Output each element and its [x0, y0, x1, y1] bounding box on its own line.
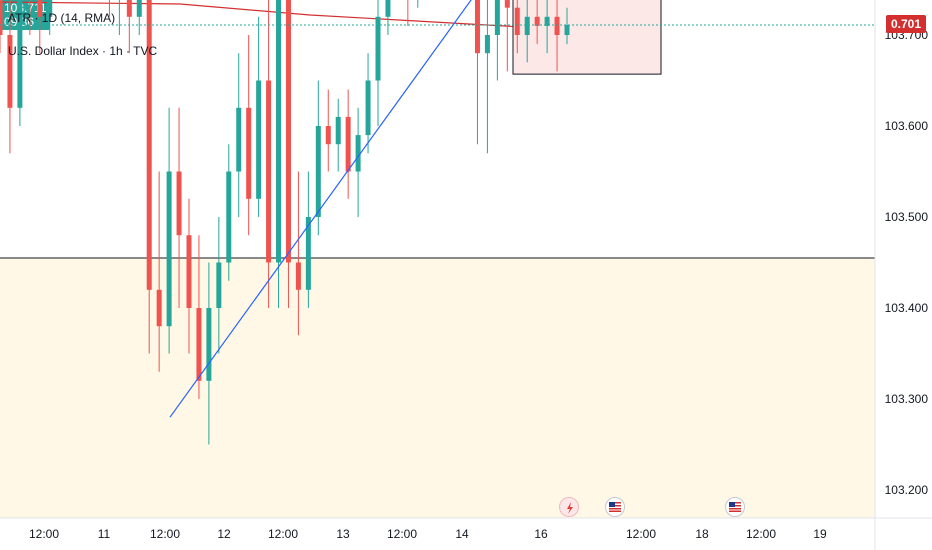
time-tick-label: 18 [695, 527, 709, 541]
time-tick-label: 16 [534, 527, 548, 541]
candle-body [196, 308, 202, 381]
candle-body [0, 0, 3, 36]
candle-body [305, 217, 311, 290]
candle-body [295, 262, 301, 290]
candle-body [276, 0, 282, 263]
candle-body [474, 0, 480, 54]
candle-body [37, 0, 43, 17]
candle-body [136, 0, 142, 17]
candle-body [564, 24, 570, 35]
candle-body [315, 126, 321, 217]
candle-body [176, 171, 182, 236]
time-tick-label: 13 [336, 527, 350, 541]
candle-body [494, 0, 500, 36]
candle-body [484, 35, 490, 54]
candle-body [355, 135, 361, 172]
candle-body [514, 7, 520, 35]
candle-body [246, 107, 252, 199]
price-tick-label: 103.500 [885, 210, 929, 224]
symbol-label[interactable]: U.S. Dollar Index · 1h · TVC [8, 44, 158, 58]
candle-body [186, 235, 192, 308]
candle-body [365, 80, 371, 136]
candle-body [285, 0, 291, 263]
candle-body [375, 16, 381, 81]
atr-indicator-label[interactable]: ATR · 1D (14, RMA) [8, 11, 116, 25]
candle-body [554, 16, 560, 35]
candle-body [17, 0, 23, 108]
time-tick-label: 12:00 [626, 527, 656, 541]
candle-body [256, 80, 262, 199]
atr-value-badge: 0.701 [885, 15, 926, 33]
candle-body [534, 16, 540, 26]
time-tick-label: 12:00 [387, 527, 417, 541]
candle-body [385, 0, 391, 17]
candle-body [325, 126, 331, 145]
candle-body [335, 116, 341, 145]
candle-body [47, 0, 53, 17]
last-price-value: 103.711 [4, 1, 47, 15]
range-box [512, 0, 662, 75]
candle-body [166, 171, 172, 327]
candle-body [216, 262, 222, 308]
time-tick-label: 12:00 [746, 527, 776, 541]
time-tick-label: 11 [98, 527, 111, 541]
price-tick-label: 103.400 [885, 301, 929, 315]
price-tick-label: 103.300 [885, 392, 929, 406]
support-zone [0, 257, 875, 518]
candle-body [236, 107, 242, 172]
us-flag-event-icon[interactable] [605, 497, 625, 517]
atr-line [0, 1, 541, 29]
time-tick-label: 12:00 [29, 527, 59, 541]
candle-body [524, 16, 530, 35]
lightning-event-icon[interactable] [559, 497, 579, 517]
price-tick-label: 103.600 [885, 119, 929, 133]
candle-body [504, 0, 510, 8]
candle-body [206, 308, 212, 381]
candle-body [146, 0, 152, 290]
time-tick-label: 12:00 [268, 527, 298, 541]
candle-body [266, 80, 272, 263]
candle-body [226, 171, 232, 263]
time-tick-label: 12:00 [150, 527, 180, 541]
candle-body [345, 116, 351, 172]
time-tick-label: 12 [217, 527, 231, 541]
time-tick-label: 19 [813, 527, 827, 541]
candle-body [126, 0, 132, 17]
time-tick-label: 14 [455, 527, 469, 541]
candle-body [7, 35, 13, 108]
candle-body [544, 16, 550, 26]
us-flag-event-icon[interactable] [725, 497, 745, 517]
candle-body [156, 289, 162, 327]
price-tick-label: 103.200 [885, 483, 929, 497]
trendline [169, 0, 472, 418]
